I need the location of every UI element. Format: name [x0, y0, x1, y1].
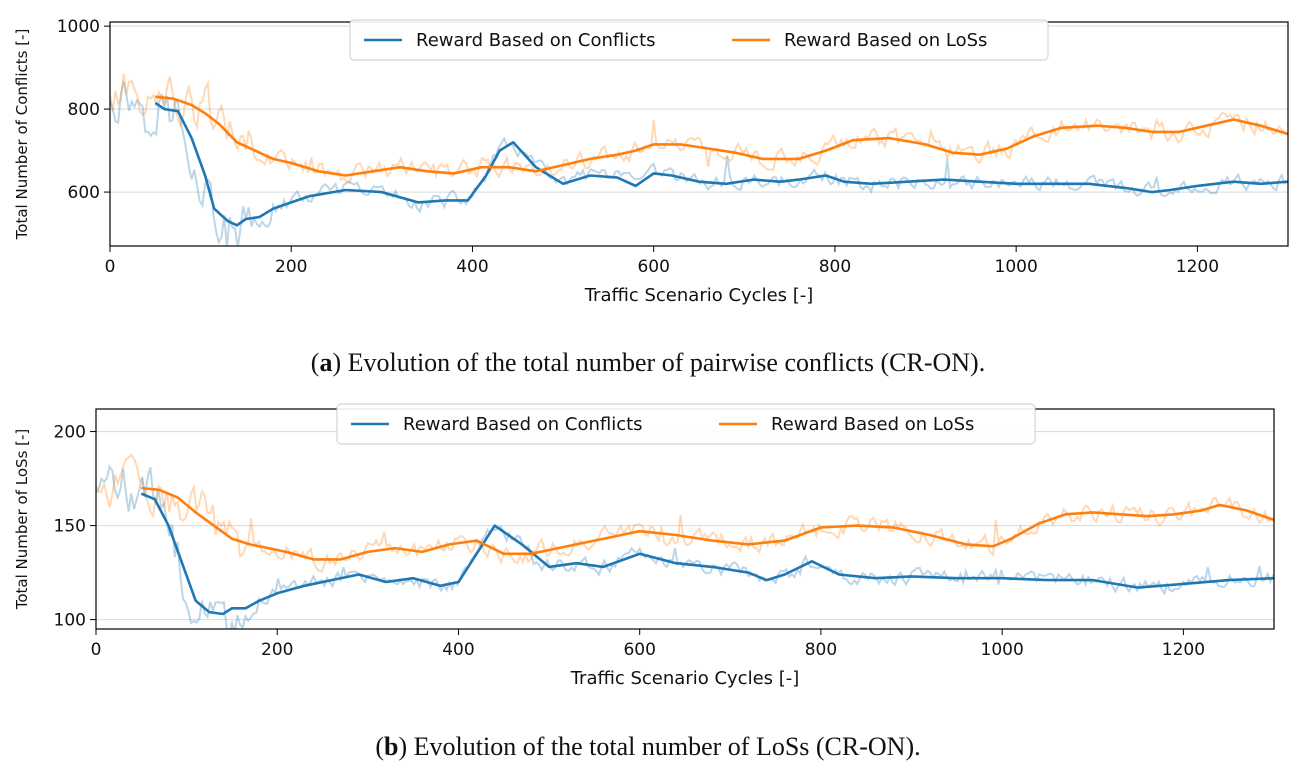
raw-loss-line	[96, 453, 1274, 573]
y-tick-label: 200	[54, 423, 86, 443]
y-tick-label: 150	[54, 517, 86, 537]
y-axis-label: Total Number of Conflicts [-]	[13, 29, 31, 241]
x-tick-label: 1200	[1176, 257, 1219, 277]
y-tick-label: 1000	[57, 17, 100, 37]
x-tick-label: 800	[805, 640, 837, 660]
x-tick-label: 0	[91, 640, 102, 660]
series-conflicts-line	[154, 101, 1288, 227]
y-tick-label: 100	[54, 611, 86, 631]
y-tick-label: 600	[68, 183, 100, 203]
raw-loss-line	[110, 73, 1288, 185]
plot-area	[96, 453, 1274, 629]
caption-b: (b) Evolution of the total number of LoS…	[375, 732, 921, 761]
legend: Reward Based on Conflicts Reward Based on…	[349, 19, 1049, 61]
x-tick-label: 1200	[1162, 640, 1205, 660]
y-tick-label: 800	[68, 100, 100, 120]
legend-loss-label: Reward Based on LoSs	[771, 414, 974, 435]
x-axis-label: Traffic Scenario Cycles [-]	[570, 668, 800, 689]
x-tick-label: 0	[105, 257, 116, 277]
legend-box	[349, 19, 1049, 61]
caption-a-label: a	[319, 348, 333, 377]
series-loss-line	[155, 95, 1288, 177]
legend-conflicts-label: Reward Based on Conflicts	[416, 30, 656, 51]
legend-box	[336, 403, 1036, 445]
legend: Reward Based on Conflicts Reward Based on…	[336, 403, 1036, 445]
x-axis-label: Traffic Scenario Cycles [-]	[584, 285, 814, 306]
x-tick-label: 800	[819, 257, 851, 277]
caption-a: (a) Evolution of the total number of pai…	[310, 348, 986, 377]
raw-conflicts-line	[96, 464, 1274, 629]
x-tick-label: 600	[623, 640, 655, 660]
x-tick-label: 200	[261, 640, 293, 660]
series-conflicts-line	[140, 492, 1274, 616]
x-tick-label: 1000	[995, 257, 1038, 277]
legend-loss-label: Reward Based on LoSs	[784, 30, 987, 51]
plot-area	[110, 73, 1288, 246]
caption-a-text: ) Evolution of the total number of pairw…	[332, 348, 986, 377]
legend-conflicts-label: Reward Based on Conflicts	[403, 414, 643, 435]
chart-loss: 0 200 400 600 800 1000 1200 100 150 200 Traffic Sc…	[13, 403, 1275, 689]
chart-conflicts: 0 200 400 600 800 1000 1200 600 800 1000 Traffic S…	[13, 17, 1289, 306]
caption-b-label: b	[384, 732, 399, 761]
x-tick-label: 400	[442, 640, 474, 660]
caption-b-text: ) Evolution of the total number of LoSs …	[398, 732, 921, 761]
x-tick-label: 400	[456, 257, 488, 277]
x-tick-label: 1000	[981, 640, 1024, 660]
x-tick-label: 200	[275, 257, 307, 277]
series-loss-line	[141, 486, 1274, 561]
x-tick-label: 600	[637, 257, 669, 277]
y-axis-label: Total Number of LoSs [-]	[13, 429, 31, 611]
